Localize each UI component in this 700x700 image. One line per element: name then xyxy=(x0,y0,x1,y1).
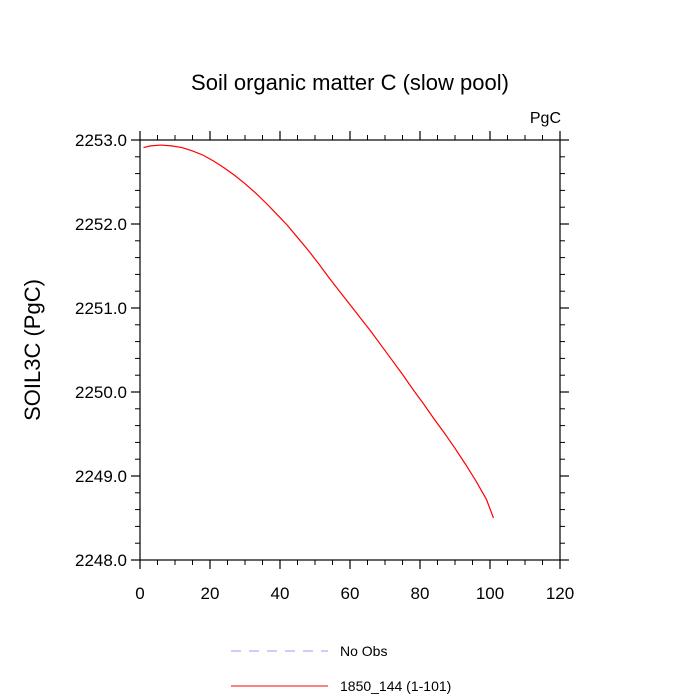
x-tick-label: 100 xyxy=(476,584,504,603)
y-tick-label: 2251.0 xyxy=(75,299,127,318)
x-tick-label: 120 xyxy=(546,584,574,603)
series-line-0 xyxy=(143,144,495,519)
legend: No Obs 1850_144 (1-101) xyxy=(231,643,451,694)
plot-frame xyxy=(139,139,561,561)
y-tick-label: 2253.0 xyxy=(75,131,127,150)
legend-label-1850-144: 1850_144 (1-101) xyxy=(340,678,451,694)
plot-area: 0 20 40 60 80 100 120 2248.0 2249.0 2250.0 2251.0 2… xyxy=(75,131,574,603)
series-layer xyxy=(143,144,495,519)
x-tick-label: 20 xyxy=(201,584,220,603)
y-tick-label: 2250.0 xyxy=(75,383,127,402)
units-label: PgC xyxy=(530,110,561,127)
x-tick-label: 60 xyxy=(341,584,360,603)
chart-title: Soil organic matter C (slow pool) xyxy=(191,70,509,95)
y-tick-label: 2248.0 xyxy=(75,551,127,570)
x-tick-label: 40 xyxy=(271,584,290,603)
x-tick-label: 80 xyxy=(411,584,430,603)
y-axis-label: SOIL3C (PgC) xyxy=(20,279,45,421)
ticks-layer: 0 20 40 60 80 100 120 2248.0 2249.0 2250.0 2251.0 2… xyxy=(75,131,574,603)
legend-label-no-obs: No Obs xyxy=(340,643,387,659)
y-tick-label: 2252.0 xyxy=(75,215,127,234)
x-tick-label: 0 xyxy=(135,584,144,603)
y-tick-label: 2249.0 xyxy=(75,467,127,486)
